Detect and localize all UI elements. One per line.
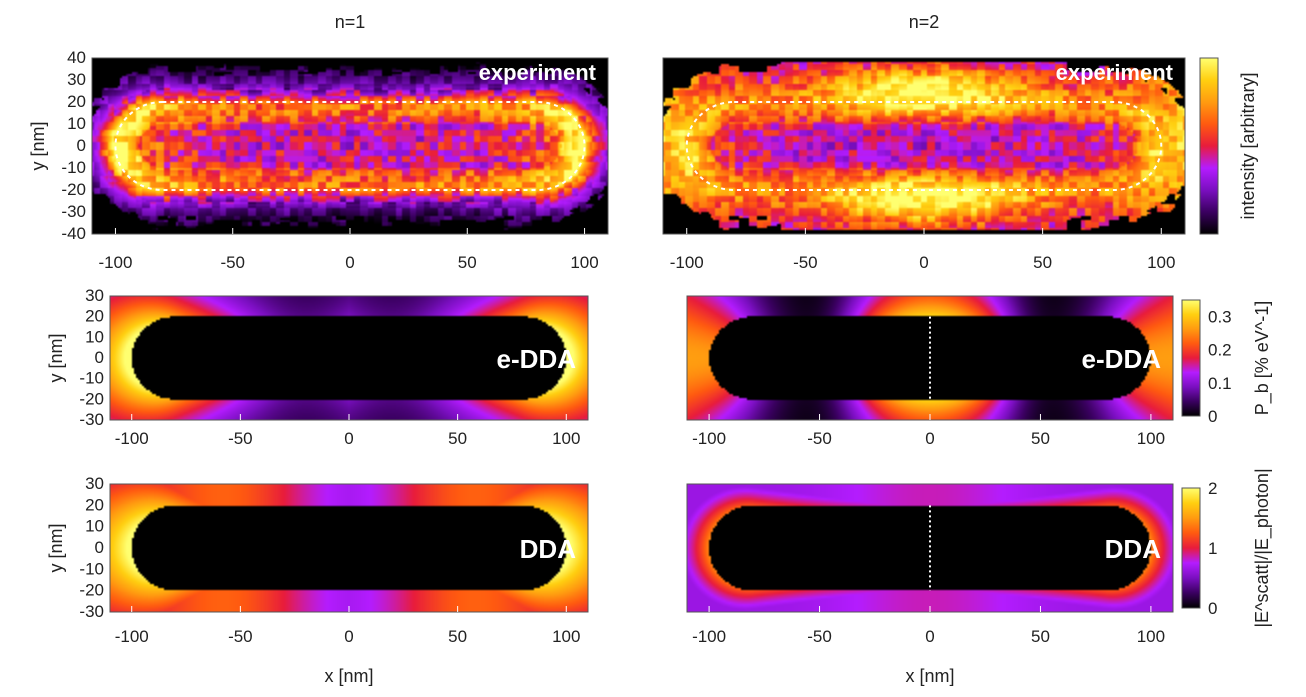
y-tick-label: 0 [95,348,104,367]
x-tick-label: 0 [925,627,934,646]
x-tick-label: 100 [1137,429,1165,448]
y-tick-label: -30 [79,602,104,621]
x-tick-label: 50 [1033,253,1052,272]
overlay-label: experiment [479,60,597,85]
colorbar-tick-label: 2 [1208,479,1217,498]
colorbar-label: intensity [arbitrary] [1238,72,1258,219]
overlay-label: experiment [1056,60,1174,85]
colorbars: intensity [arbitrary] 0.3 0.2 0.1 0 P_b [% eV… [1181,57,1273,628]
x-tick-label: -100 [670,253,704,272]
overlay-label: DDA [520,534,577,564]
x-tick-label: -100 [98,253,132,272]
x-tick-label: 50 [458,253,477,272]
y-tick-label: 30 [85,286,104,305]
y-tick-label: 20 [85,495,104,514]
x-tick-label: -100 [692,627,726,646]
colorbar-label: P_b [% eV^-1] [1252,301,1273,416]
y-tick-label: -30 [79,410,104,429]
x-tick-label: 0 [345,253,354,272]
x-tick-label: -50 [793,253,818,272]
colorbar-gradient [1181,487,1201,609]
x-tick-label: -100 [115,627,149,646]
heatmap-image [110,484,588,612]
y-tick-label: 30 [85,474,104,493]
rod-outline [685,101,1163,191]
y-tick-label: 10 [85,517,104,536]
colorbar-tick-label: 0.1 [1208,374,1232,393]
colorbar-gradient [1199,57,1219,235]
y-tick-label: 10 [85,327,104,346]
rod-outline [114,101,586,191]
colorbar-6: 2 1 0 |E^scatt|/|E_photon| [1181,468,1273,628]
colorbar-label: |E^scatt|/|E_photon| [1252,468,1273,627]
panel-title: n=1 [335,12,366,32]
x-tick-label: 50 [448,429,467,448]
x-tick-label: 0 [925,429,934,448]
y-tick-label: 30 [67,70,86,89]
x-tick-label: -50 [228,627,253,646]
panel-4: e-DDA -100 -50 0 50 100 [686,295,1174,448]
colorbar-tick-label: 0 [1208,407,1217,426]
heatmap-image [663,58,1185,234]
heatmap-image [92,58,608,234]
y-tick-label: 20 [67,92,86,111]
colorbar-4: 0.3 0.2 0.1 0 P_b [% eV^-1] [1181,299,1273,426]
y-tick-label: -30 [61,202,86,221]
colorbar-tick-label: 1 [1208,539,1217,558]
heatmap-image [110,296,588,420]
x-tick-label: 100 [1147,253,1175,272]
y-tick-label: 40 [67,48,86,67]
x-axis-label: x [nm] [905,666,954,686]
overlay-label: e-DDA [497,344,577,374]
x-tick-label: 50 [1031,627,1050,646]
y-tick-label: -40 [61,224,86,243]
x-tick-label: -50 [220,253,245,272]
y-tick-label: -10 [61,158,86,177]
colorbar-tick-label: 0.2 [1208,341,1232,360]
y-tick-label: -10 [79,369,104,388]
x-tick-label: -50 [807,429,832,448]
overlay-label: DDA [1105,534,1162,564]
y-tick-label: -10 [79,559,104,578]
x-tick-label: 0 [344,627,353,646]
x-tick-label: 0 [344,429,353,448]
y-tick-label: -20 [79,581,104,600]
colorbar-2: intensity [arbitrary] [1199,57,1258,235]
y-axis-label: y [nm] [46,333,66,382]
x-tick-label: 100 [552,627,580,646]
x-tick-label: -50 [807,627,832,646]
overlay-label: e-DDA [1082,344,1162,374]
x-tick-label: 50 [448,627,467,646]
y-axis-label: y [nm] [28,121,48,170]
panel-6: DDA -100 -50 0 50 100 x [nm] [686,483,1174,686]
panel-title: n=2 [909,12,940,32]
y-tick-label: 0 [95,538,104,557]
x-tick-label: 0 [919,253,928,272]
x-tick-label: 100 [570,253,598,272]
y-tick-label: 10 [67,114,86,133]
x-tick-label: 100 [552,429,580,448]
x-tick-label: 50 [1031,429,1050,448]
colorbar-tick-label: 0.3 [1208,308,1232,327]
x-tick-label: -50 [228,429,253,448]
y-axis-label: y [nm] [46,523,66,572]
x-tick-label: -100 [692,429,726,448]
x-tick-label: 100 [1137,627,1165,646]
y-tick-label: 20 [85,307,104,326]
y-tick-label: -20 [79,389,104,408]
colorbar-tick-label: 0 [1208,599,1217,618]
y-tick-label: -20 [61,180,86,199]
x-tick-label: -100 [115,429,149,448]
y-tick-label: 0 [77,136,86,155]
colorbar-gradient [1181,299,1201,417]
x-axis-label: x [nm] [324,666,373,686]
heatmap-image [687,484,1173,612]
panel-2: experiment n=2 -100 -50 0 50 100 [662,12,1186,272]
